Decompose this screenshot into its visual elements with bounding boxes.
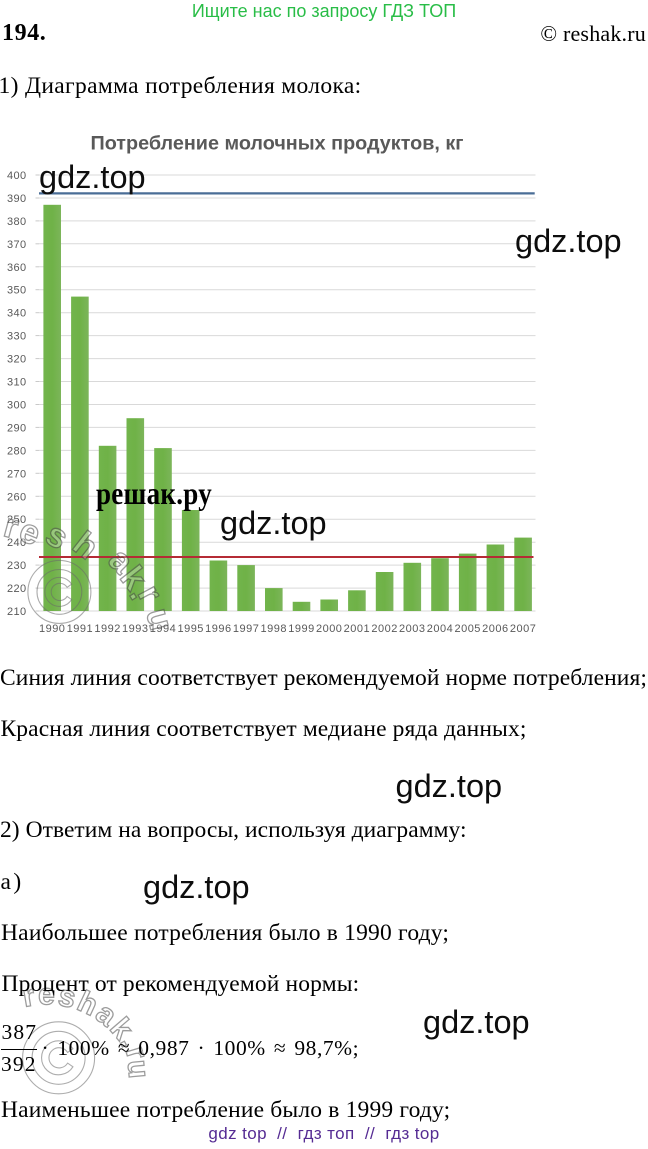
svg-text:2004: 2004	[427, 623, 453, 635]
svg-text:1998: 1998	[261, 623, 287, 635]
svg-text:210: 210	[7, 606, 27, 618]
svg-text:1993: 1993	[122, 623, 148, 635]
svg-text:2007: 2007	[510, 623, 536, 635]
svg-text:280: 280	[7, 445, 27, 457]
svg-text:2003: 2003	[399, 623, 425, 635]
svg-text:1991: 1991	[67, 623, 93, 635]
svg-text:2000: 2000	[316, 623, 342, 635]
svg-text:2002: 2002	[371, 623, 397, 635]
svg-text:310: 310	[7, 377, 27, 389]
svg-text:360: 360	[7, 262, 27, 274]
svg-text:350: 350	[7, 285, 27, 297]
svg-text:240: 240	[7, 537, 27, 549]
svg-text:390: 390	[7, 193, 27, 205]
svg-text:Потребление молочных продуктов: Потребление молочных продуктов, кг	[91, 133, 464, 155]
svg-text:400: 400	[7, 170, 27, 182]
svg-text:380: 380	[7, 216, 27, 228]
svg-text:u: u	[138, 604, 180, 634]
svg-text:2001: 2001	[344, 623, 370, 635]
svg-text:1992: 1992	[94, 623, 120, 635]
svg-text:2005: 2005	[454, 623, 480, 635]
svg-text:230: 230	[7, 560, 27, 572]
svg-text:370: 370	[7, 239, 27, 251]
svg-text:340: 340	[7, 308, 27, 320]
svg-text:320: 320	[7, 354, 27, 366]
svg-text:1999: 1999	[288, 623, 314, 635]
svg-text:1996: 1996	[205, 623, 231, 635]
svg-text:2006: 2006	[482, 623, 508, 635]
svg-text:h: h	[66, 524, 106, 567]
svg-text:330: 330	[7, 331, 27, 343]
svg-text:u: u	[121, 1059, 155, 1080]
svg-text:260: 260	[7, 491, 27, 503]
svg-text:1994: 1994	[150, 623, 176, 635]
svg-text:290: 290	[7, 422, 27, 434]
svg-text:270: 270	[7, 468, 27, 480]
svg-text:1997: 1997	[233, 623, 259, 635]
svg-text:250: 250	[7, 514, 27, 526]
svg-text:1990: 1990	[39, 623, 65, 635]
svg-text:220: 220	[7, 583, 27, 595]
svg-text:1995: 1995	[177, 623, 203, 635]
svg-text:300: 300	[7, 400, 27, 412]
